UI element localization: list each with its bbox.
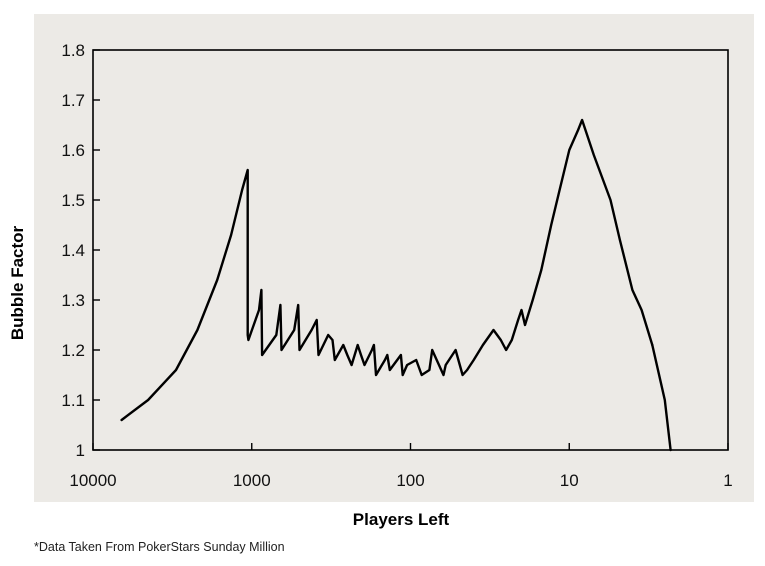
y-tick-label: 1.7 — [61, 91, 85, 110]
series-line-1 — [651, 343, 672, 452]
x-tick-label: 10000 — [69, 471, 116, 490]
y-tick-label: 1.2 — [61, 341, 85, 360]
series-line-0 — [120, 118, 654, 422]
x-tick-label: 10 — [560, 471, 579, 490]
x-tick-label: 1 — [723, 471, 732, 490]
y-axis-title: Bubble Factor — [8, 225, 27, 340]
series-group — [120, 118, 672, 452]
chart-background — [34, 14, 754, 502]
y-tick-label: 1.8 — [61, 41, 85, 60]
footnote: *Data Taken From PokerStars Sunday Milli… — [34, 540, 285, 554]
x-tick-label: 100 — [396, 471, 424, 490]
y-tick-label: 1 — [76, 441, 85, 460]
y-tick-label: 1.5 — [61, 191, 85, 210]
y-tick-label: 1.6 — [61, 141, 85, 160]
x-axis: 10000 1000 100 10 1 — [69, 443, 733, 490]
plot-frame — [92, 49, 729, 451]
y-axis: 1 1.1 1.2 1.3 1.4 1.5 1.6 1.7 1.8 — [61, 41, 100, 460]
y-tick-label: 1.4 — [61, 241, 85, 260]
y-tick-label: 1.1 — [61, 391, 85, 410]
x-axis-title: Players Left — [353, 510, 450, 529]
x-tick-label: 1000 — [233, 471, 271, 490]
y-tick-label: 1.3 — [61, 291, 85, 310]
